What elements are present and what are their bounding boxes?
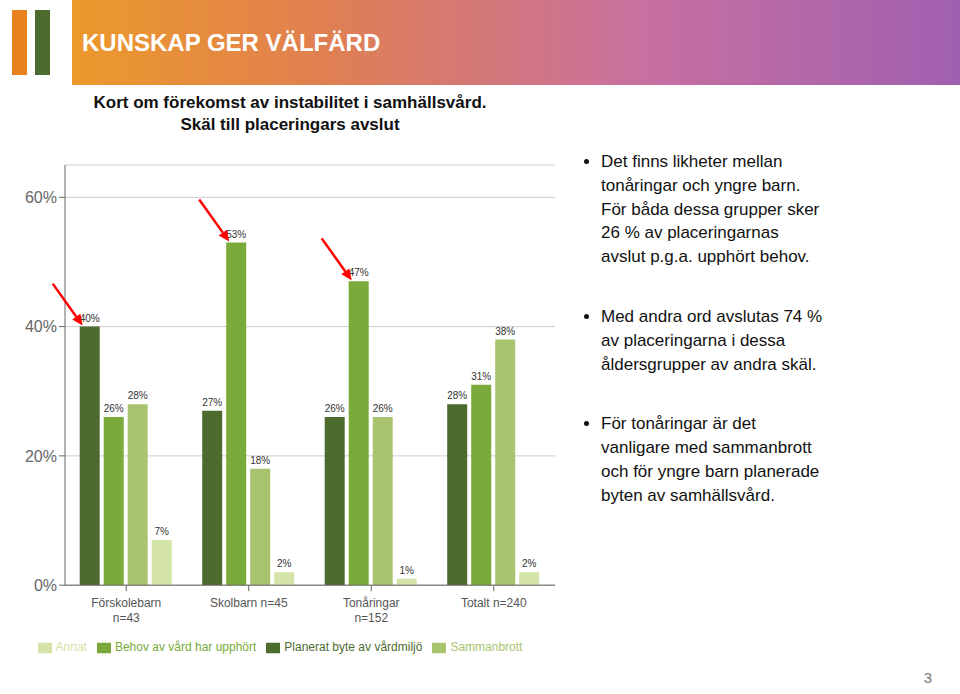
svg-text:Totalt n=240: Totalt n=240 xyxy=(461,596,527,610)
html-text:Kort om förekomst av instabili: Kort om förekomst av instabilitet i samh… xyxy=(93,93,487,112)
svg-text:28%: 28% xyxy=(447,390,467,401)
svg-text:18%: 18% xyxy=(250,455,270,466)
svg-text:47%: 47% xyxy=(349,267,369,278)
svg-text:26%: 26% xyxy=(104,403,124,414)
svg-text:60%: 60% xyxy=(25,189,57,206)
svg-text:40%: 40% xyxy=(25,318,57,335)
html-text:Planerat byte av vårdmiljö: Planerat byte av vårdmiljö xyxy=(284,640,423,655)
html-text:Behov av vård har upphört: Behov av vård har upphört xyxy=(114,640,257,655)
html-text:Med andra ord avslutas 74 % av: Med andra ord avslutas 74 % av placering… xyxy=(601,307,823,374)
svg-text:27%: 27% xyxy=(202,397,222,408)
html-text:Sammanbrott: Sammanbrott xyxy=(450,640,523,655)
svg-text:Skolbarn n=45: Skolbarn n=45 xyxy=(210,596,288,610)
svg-text:40%: 40% xyxy=(80,313,100,324)
svg-text:38%: 38% xyxy=(495,326,515,337)
svg-text:Tonåringarn=152: Tonåringarn=152 xyxy=(343,596,400,625)
svg-text:26%: 26% xyxy=(325,403,345,414)
svg-text:2%: 2% xyxy=(522,558,537,569)
svg-text:1%: 1% xyxy=(399,565,414,576)
svg-text:Förskolebarnn=43: Förskolebarnn=43 xyxy=(91,596,161,625)
svg-text:31%: 31% xyxy=(471,371,491,382)
html-text:3: 3 xyxy=(923,669,932,686)
svg-text:53%: 53% xyxy=(226,229,246,240)
html-text:KUNSKAP GER VÄLFÄRD: KUNSKAP GER VÄLFÄRD xyxy=(82,29,381,56)
html-text:För tonåringar är det vanligar: För tonåringar är det vanligare med samm… xyxy=(601,414,820,505)
html-text:Skäl till placeringars avslut: Skäl till placeringars avslut xyxy=(180,115,400,134)
html-text:Det finns likheter mellan tonå: Det finns likheter mellan tonåringar och… xyxy=(601,152,820,267)
svg-text:2%: 2% xyxy=(277,558,292,569)
svg-text:7%: 7% xyxy=(154,526,169,537)
svg-text:20%: 20% xyxy=(25,448,57,465)
html-text:Annat: Annat xyxy=(55,640,87,655)
svg-text:26%: 26% xyxy=(373,403,393,414)
svg-text:0%: 0% xyxy=(34,577,57,594)
svg-text:28%: 28% xyxy=(128,390,148,401)
